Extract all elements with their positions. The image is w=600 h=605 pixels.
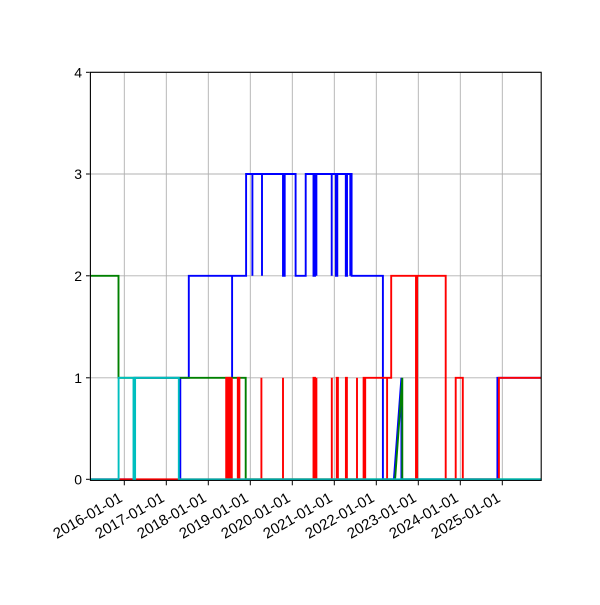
svg-text:1: 1 xyxy=(74,370,82,386)
svg-text:4: 4 xyxy=(74,65,82,81)
svg-text:0: 0 xyxy=(74,472,82,488)
svg-text:3: 3 xyxy=(74,166,82,182)
svg-text:2: 2 xyxy=(74,268,82,284)
